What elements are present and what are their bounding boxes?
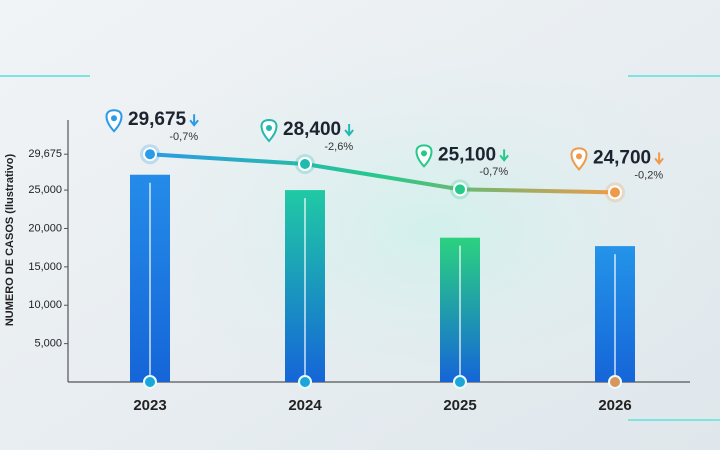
x-tick-label: 2023	[133, 397, 166, 414]
down-arrow	[654, 152, 664, 165]
y-tick-label: 25,000	[28, 184, 62, 196]
axis-dot	[608, 375, 622, 389]
axis-dot	[453, 375, 467, 389]
pin-dot	[576, 153, 582, 160]
x-tick-label: 2024	[288, 397, 322, 414]
down-arrow	[344, 123, 354, 137]
background-glow	[70, 30, 720, 430]
y-tick-label: 29,675	[28, 148, 62, 160]
y-tick-label: 20,000	[28, 222, 62, 234]
x-tick-label: 2026	[598, 397, 631, 414]
point	[143, 147, 157, 162]
value-label: 24,700	[593, 147, 651, 168]
change-label: -0,7%	[169, 131, 198, 143]
point	[298, 156, 312, 171]
y-tick-label: 15,000	[28, 261, 62, 273]
y-axis-label: NUMERO DE CASOS (Ilustrativo)	[4, 153, 16, 326]
point	[453, 182, 467, 197]
point	[608, 185, 622, 200]
down-arrow	[499, 149, 509, 162]
y-tick-label: 10,000	[28, 299, 62, 311]
x-tick-label: 2025	[443, 397, 476, 414]
change-label: -2,6%	[324, 141, 353, 153]
change-label: -0,2%	[634, 169, 663, 181]
axis-dot	[143, 375, 157, 389]
pin-dot	[111, 115, 117, 122]
change-label: -0,7%	[479, 166, 508, 178]
y-tick-label: 5,000	[34, 338, 62, 350]
value-label: 28,400	[283, 119, 341, 140]
pin-dot	[421, 150, 427, 157]
line	[149, 152, 616, 195]
axis-dot	[298, 375, 312, 389]
down-arrow	[189, 114, 199, 127]
value-label: 25,100	[438, 144, 496, 165]
value-label: 29,675	[128, 109, 187, 130]
pin-dot	[266, 124, 272, 131]
